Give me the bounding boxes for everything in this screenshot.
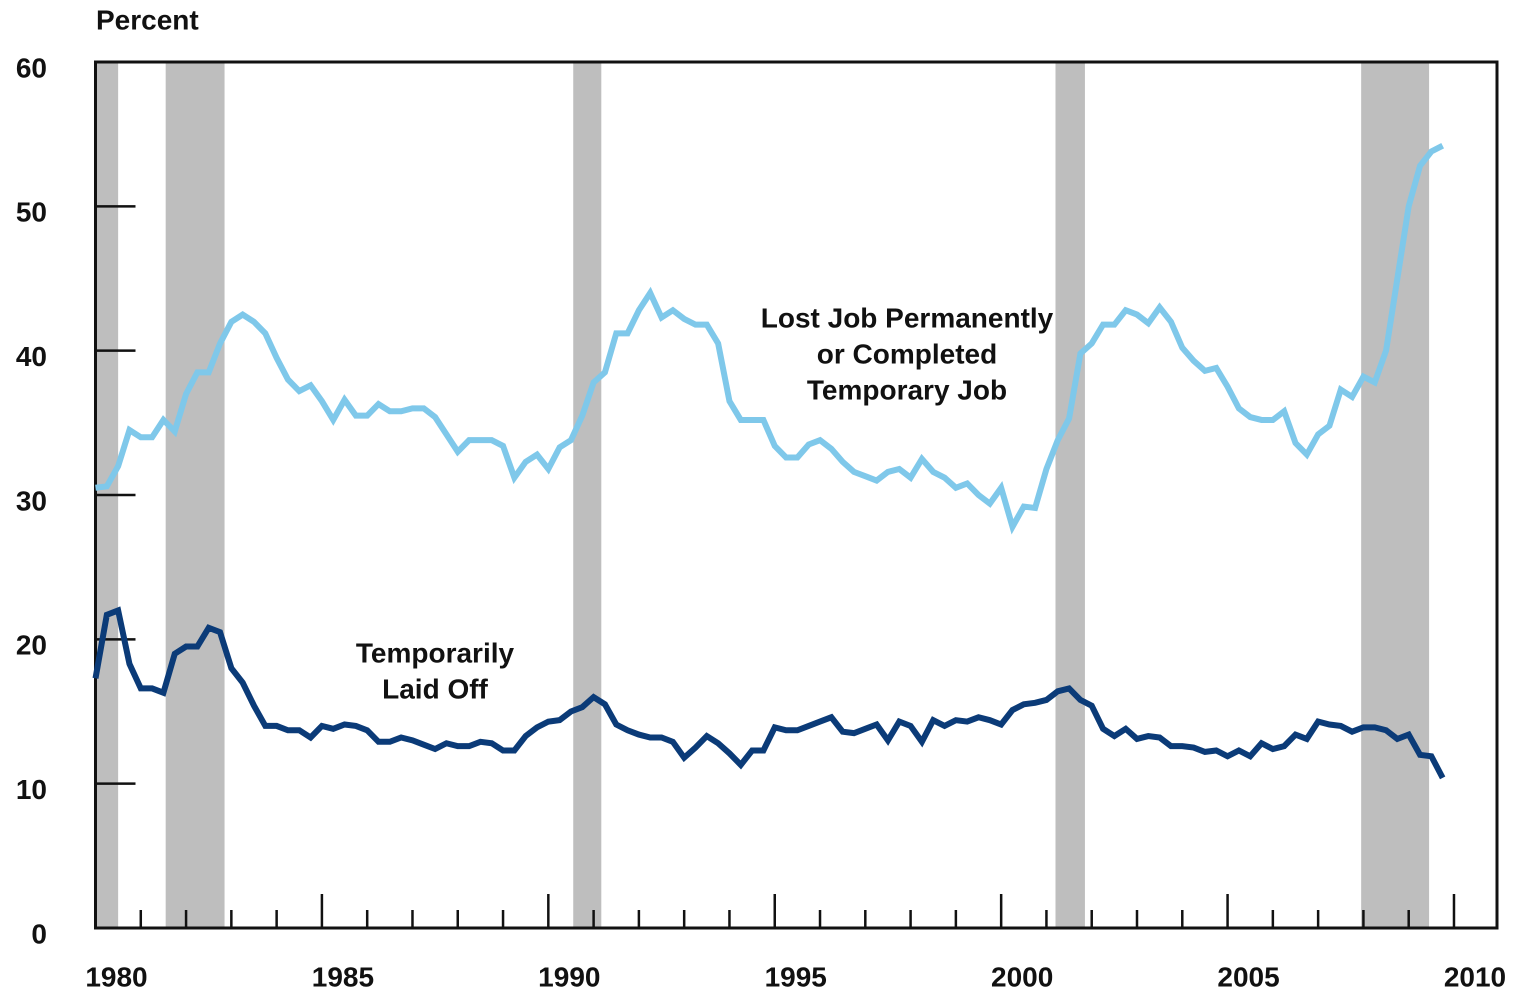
y-tick-label: 20 [16,630,47,661]
x-tick-label: 1990 [538,961,600,992]
y-tick-label: 40 [16,341,47,372]
recession-band [1361,62,1430,928]
x-tick-label: 1980 [85,961,147,992]
plot-frame [94,60,1499,930]
y-tick-label: 10 [16,774,47,805]
series-label: Lost Job Permanently [761,302,1054,333]
x-tick-label: 2000 [991,961,1053,992]
x-tick-label: 1995 [765,961,827,992]
recession-band [573,62,602,928]
series-label: Temporary Job [807,374,1007,405]
y-tick-label: 60 [16,52,47,83]
recession-band [1055,62,1085,928]
y-tick-label: 50 [16,197,47,228]
series-label: Laid Off [382,673,488,704]
series-label: or Completed [817,338,997,369]
x-tick-label: 1985 [312,961,374,992]
y-axis-label: Percent [96,4,199,35]
series-line [92,606,1446,780]
x-tick-label: 2005 [1217,961,1279,992]
x-tick-label: 2010 [1444,961,1506,992]
y-tick-label: 0 [31,918,47,949]
y-tick-label: 30 [16,485,47,516]
series-label: Temporarily [356,637,515,668]
recession-band [165,62,225,928]
series-line [95,143,1445,535]
